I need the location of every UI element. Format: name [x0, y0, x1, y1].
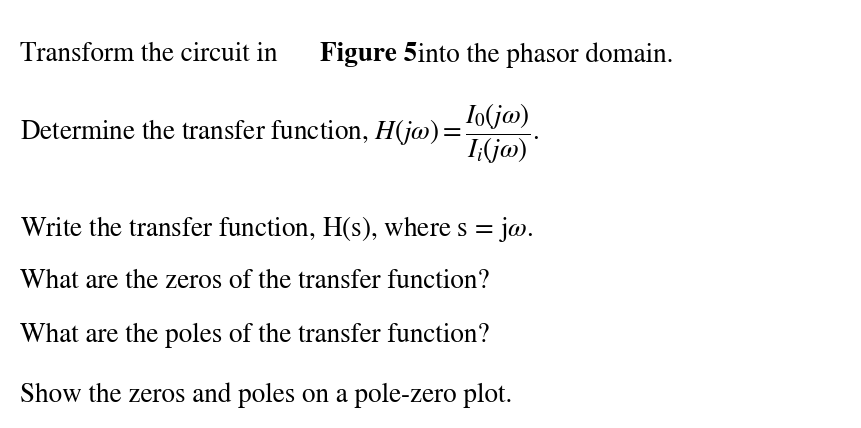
Text: What are the zeros of the transfer function?: What are the zeros of the transfer funct…	[20, 268, 488, 294]
Text: What are the poles of the transfer function?: What are the poles of the transfer funct…	[20, 323, 488, 348]
Text: Show the zeros and poles on a pole-zero plot.: Show the zeros and poles on a pole-zero …	[20, 382, 511, 407]
Text: Figure 5: Figure 5	[319, 42, 417, 67]
Text: into the phasor domain.: into the phasor domain.	[411, 42, 673, 68]
Text: Determine the transfer function, $H(j\omega) = \dfrac{I_0(j\omega)}{I_i(j\omega): Determine the transfer function, $H(j\om…	[20, 102, 538, 166]
Text: Transform the circuit in: Transform the circuit in	[20, 42, 283, 67]
Text: Write the transfer function, H(s), where s$\,{=}\,$j$\omega$.: Write the transfer function, H(s), where…	[20, 214, 532, 244]
